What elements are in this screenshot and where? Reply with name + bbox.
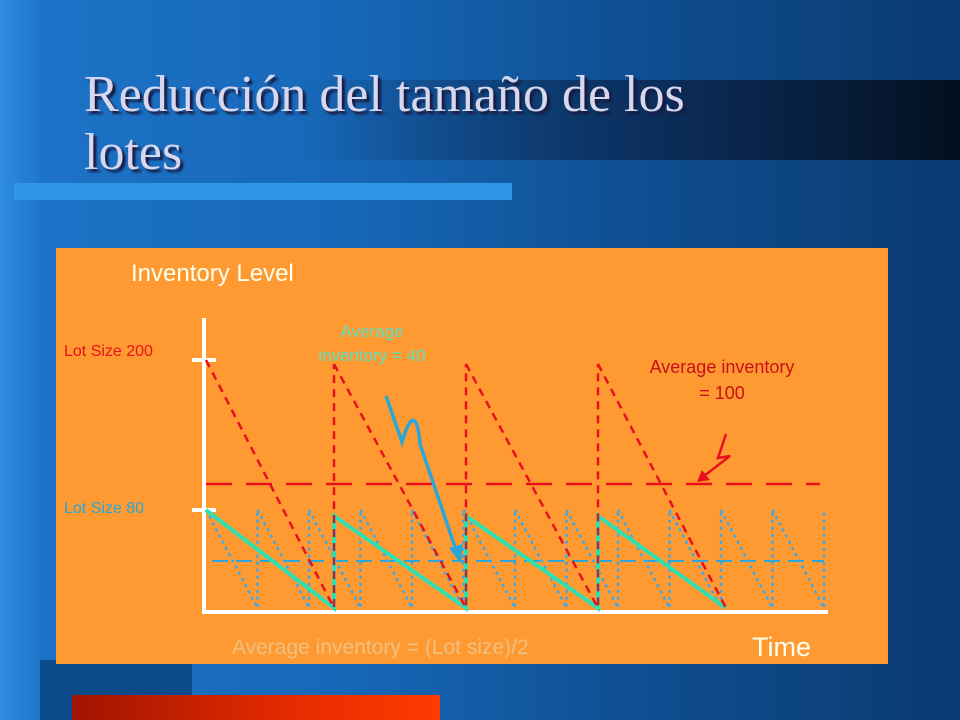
y-tick-label-200: Lot Size 200 <box>64 343 153 360</box>
annotation-avg-100: Average inventory = 100 <box>649 357 795 403</box>
dotted-tooth <box>256 509 311 609</box>
slide-title: Reducción del tamaño de los lotes <box>84 66 685 181</box>
series-lot80-dotted <box>204 509 826 609</box>
inventory-chart <box>192 318 828 614</box>
dotted-tooth <box>565 509 620 609</box>
red-tooth-3 <box>464 363 600 609</box>
title-underline-bar <box>14 183 512 200</box>
chart-panel <box>56 248 888 664</box>
dotted-tooth <box>771 509 826 609</box>
arrow-avg40-head <box>449 544 463 564</box>
x-axis-label: Time <box>752 632 811 662</box>
header-dark-band <box>300 80 960 160</box>
dotted-tooth <box>359 509 414 609</box>
dotted-tooth <box>616 509 671 609</box>
bottom-accent-bar <box>72 695 440 720</box>
red-tooth-2 <box>332 363 468 609</box>
left-edge-glow <box>0 0 40 720</box>
y-axis-label: Inventory Level <box>131 260 294 287</box>
dotted-tooth <box>719 509 774 609</box>
dotted-tooth <box>204 509 259 609</box>
dotted-tooth <box>668 509 723 609</box>
arrow-avg100-head <box>697 470 710 482</box>
red-tooth-4 <box>596 363 728 609</box>
arrow-avg100 <box>703 433 731 477</box>
annotation-avg-40: Average inventory = 40 <box>318 322 426 365</box>
series-lot200-dashed <box>204 359 728 609</box>
annotation-formula: Average inventory = (Lot size)/2 <box>232 636 529 659</box>
y-tick-label-80: Lot Size 80 <box>64 500 145 517</box>
dotted-tooth <box>462 509 517 609</box>
arrow-avg40 <box>384 395 458 551</box>
dotted-tooth <box>513 509 568 609</box>
red-tooth-1 <box>204 359 336 609</box>
dotted-tooth <box>410 509 465 609</box>
dotted-tooth <box>307 509 362 609</box>
